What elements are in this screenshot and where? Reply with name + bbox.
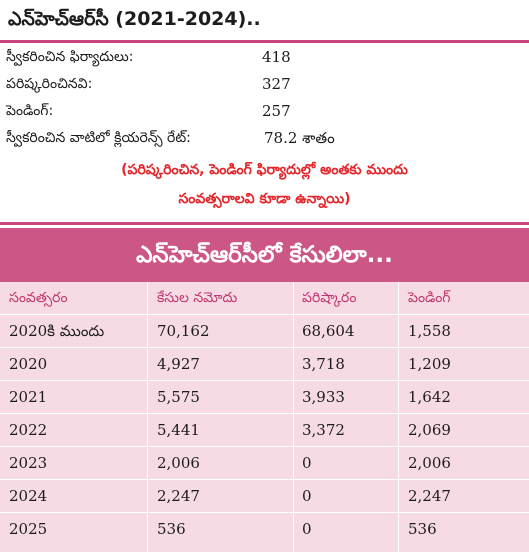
cell-year: 2024 bbox=[9, 487, 48, 505]
stat-value: 327 bbox=[262, 75, 291, 93]
stat-row-received: స్వీకరించిన ఫిర్యాదులు: 418 bbox=[6, 46, 526, 73]
section-divider bbox=[0, 222, 529, 225]
cell-resolved: 3,718 bbox=[302, 355, 345, 373]
column-divider bbox=[293, 282, 294, 552]
stat-label: పరిష్కరించినవి: bbox=[6, 76, 93, 92]
row-divider bbox=[0, 347, 529, 348]
cell-pending: 1,209 bbox=[408, 355, 451, 373]
cell-registered: 5,441 bbox=[157, 421, 200, 439]
column-divider bbox=[398, 282, 399, 552]
cell-registered: 536 bbox=[157, 520, 186, 538]
cell-year: 2022 bbox=[9, 421, 48, 439]
row-divider bbox=[0, 314, 529, 315]
table-row: 2020కి ముందు 70,162 68,604 1,558 bbox=[0, 315, 529, 347]
summary-title: ఎన్‌హెచ్‌ఆర్‌సీ (2021-2024).. bbox=[8, 8, 261, 30]
header-registered: కేసుల నమోదు bbox=[157, 290, 238, 306]
stat-label: స్వీకరించిన వాటిలో క్లియరెన్స్ రేట్: bbox=[6, 130, 191, 146]
table-row: 2020 4,927 3,718 1,209 bbox=[0, 348, 529, 380]
header-pending: పెండింగ్ bbox=[408, 290, 451, 306]
table-row: 2024 2,247 0 2,247 bbox=[0, 480, 529, 512]
cell-registered: 5,575 bbox=[157, 388, 200, 406]
header-resolved: పరిష్కారం bbox=[302, 290, 357, 306]
stat-value: 257 bbox=[262, 102, 291, 120]
cell-year: 2025 bbox=[9, 520, 48, 538]
cell-year: 2023 bbox=[9, 454, 48, 472]
stat-value: 418 bbox=[262, 48, 291, 66]
summary-stats: స్వీకరించిన ఫిర్యాదులు: 418 పరిష్కరించిన… bbox=[6, 46, 526, 154]
summary-note-line2: సంవత్సరాలవి కూడా ఉన్నాయి) bbox=[178, 191, 351, 207]
header-year: సంవత్సరం bbox=[9, 290, 68, 306]
stat-value: 78.2 శాతం bbox=[264, 129, 335, 147]
cell-resolved: 3,372 bbox=[302, 421, 345, 439]
table-row: 2021 5,575 3,933 1,642 bbox=[0, 381, 529, 413]
row-divider bbox=[0, 380, 529, 381]
stat-row-clearance-rate: స్వీకరించిన వాటిలో క్లియరెన్స్ రేట్: 78.… bbox=[6, 127, 526, 154]
cell-resolved: 3,933 bbox=[302, 388, 345, 406]
summary-divider bbox=[0, 40, 529, 43]
stat-row-resolved: పరిష్కరించినవి: 327 bbox=[6, 73, 526, 100]
stat-row-pending: పెండింగ్: 257 bbox=[6, 100, 526, 127]
cell-resolved: 68,604 bbox=[302, 322, 355, 340]
cell-registered: 2,006 bbox=[157, 454, 200, 472]
cell-pending: 2,006 bbox=[408, 454, 451, 472]
row-divider bbox=[0, 512, 529, 513]
cell-registered: 70,162 bbox=[157, 322, 210, 340]
cases-table: ఎన్‌హెచ్‌ఆర్‌సీలో కేసులిలా... సంవత్సరం క… bbox=[0, 228, 529, 552]
table-row: 2023 2,006 0 2,006 bbox=[0, 447, 529, 479]
row-divider bbox=[0, 479, 529, 480]
stat-label: స్వీకరించిన ఫిర్యాదులు: bbox=[6, 49, 134, 65]
summary-panel: ఎన్‌హెచ్‌ఆర్‌సీ (2021-2024).. స్వీకరించి… bbox=[0, 0, 529, 222]
table-title: ఎన్‌హెచ్‌ఆర్‌సీలో కేసులిలా... bbox=[0, 228, 529, 282]
summary-note-line1: (పరిష్కరించిన, పెండింగ్ ఫిర్యాదుల్లో అంత… bbox=[121, 162, 408, 178]
cell-year: 2020 bbox=[9, 355, 48, 373]
cell-pending: 1,642 bbox=[408, 388, 451, 406]
table-row: 2022 5,441 3,372 2,069 bbox=[0, 414, 529, 446]
row-divider bbox=[0, 446, 529, 447]
cell-year: 2021 bbox=[9, 388, 48, 406]
cell-resolved: 0 bbox=[302, 487, 312, 505]
cell-resolved: 0 bbox=[302, 520, 312, 538]
column-divider bbox=[147, 282, 148, 552]
cell-pending: 1,558 bbox=[408, 322, 451, 340]
cell-pending: 2,069 bbox=[408, 421, 451, 439]
cell-resolved: 0 bbox=[302, 454, 312, 472]
cell-pending: 2,247 bbox=[408, 487, 451, 505]
table-row: 2025 536 0 536 bbox=[0, 513, 529, 545]
cell-pending: 536 bbox=[408, 520, 437, 538]
stat-label: పెండింగ్: bbox=[6, 103, 54, 119]
cell-registered: 4,927 bbox=[157, 355, 200, 373]
row-divider bbox=[0, 413, 529, 414]
cell-registered: 2,247 bbox=[157, 487, 200, 505]
cell-year: 2020కి ముందు bbox=[9, 322, 105, 340]
table-header-row: సంవత్సరం కేసుల నమోదు పరిష్కారం పెండింగ్ bbox=[0, 282, 529, 314]
